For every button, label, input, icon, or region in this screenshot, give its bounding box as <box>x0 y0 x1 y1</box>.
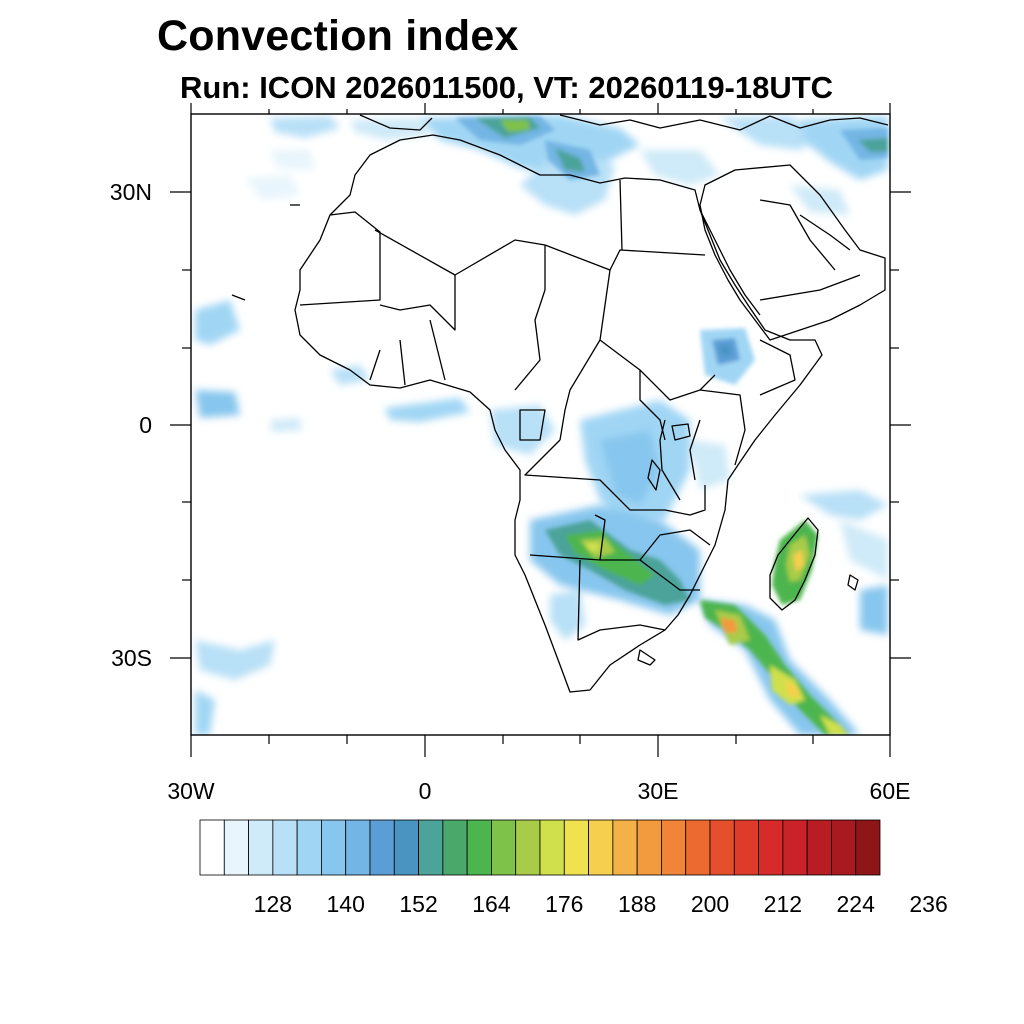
colorbar-swatch <box>515 819 541 876</box>
colorbar-swatch <box>709 819 735 876</box>
colorbar-swatch <box>199 819 225 876</box>
coastline-borders <box>231 114 889 693</box>
colorbar-tick-label: 212 <box>764 891 802 917</box>
colorbar-tick-label: 176 <box>545 891 583 917</box>
colorbar-swatch <box>831 819 857 876</box>
colorbar-swatch <box>272 819 298 876</box>
colorbar-tick-label: 128 <box>254 891 292 917</box>
x-tick-label: 60E <box>870 778 911 804</box>
colorbar-swatch <box>418 819 444 876</box>
colorbar-swatch <box>588 819 614 876</box>
x-tick-label: 30E <box>638 778 679 804</box>
chart-subtitle: Run: ICON 2026011500, VT: 20260119-18UTC <box>180 70 834 105</box>
africa-coastline <box>294 134 823 693</box>
colorbar-swatch <box>296 819 322 876</box>
x-tick-label: 0 <box>419 778 432 804</box>
colorbar-swatch <box>685 819 711 876</box>
colorbar-swatch <box>442 819 468 876</box>
colorbar-labels: 128 140 152 164 176 188 200 212 224 236 <box>254 891 948 917</box>
y-tick-label: 0 <box>139 412 152 438</box>
colorbar-tick-label: 224 <box>837 891 876 917</box>
chart-title: Convection index <box>157 12 519 60</box>
colorbar-swatch <box>491 819 517 876</box>
arabia-coastline <box>699 164 886 341</box>
madagascar-coastline <box>769 517 819 611</box>
colorbar-swatch <box>855 819 881 876</box>
y-tick-label: 30S <box>111 645 152 671</box>
axis-ticks <box>170 103 911 757</box>
colorbar-tick-label: 140 <box>327 891 365 917</box>
colorbar-swatch <box>661 819 687 876</box>
colorbar-tick-label: 188 <box>618 891 656 917</box>
x-tick-label: 30W <box>167 778 215 804</box>
colorbar-swatch <box>782 819 808 876</box>
colorbar-swatch <box>733 819 759 876</box>
colorbar-swatch <box>466 819 492 876</box>
colorbar-swatch <box>539 819 565 876</box>
convection-field <box>195 115 888 735</box>
colorbar <box>199 819 881 876</box>
colorbar-swatch <box>393 819 419 876</box>
colorbar-tick-label: 152 <box>399 891 437 917</box>
colorbar-swatch <box>345 819 371 876</box>
colorbar-swatch <box>806 819 832 876</box>
y-tick-label: 30N <box>110 179 152 205</box>
colorbar-swatch <box>223 819 249 876</box>
colorbar-swatch <box>758 819 784 876</box>
colorbar-tick-label: 200 <box>691 891 729 917</box>
colorbar-swatch <box>563 819 589 876</box>
colorbar-swatch <box>321 819 347 876</box>
colorbar-tick-label: 164 <box>472 891 511 917</box>
colorbar-swatch <box>248 819 274 876</box>
colorbar-swatch <box>612 819 638 876</box>
colorbar-swatch <box>369 819 395 876</box>
colorbar-tick-label: 236 <box>909 891 947 917</box>
colorbar-swatch <box>636 819 662 876</box>
